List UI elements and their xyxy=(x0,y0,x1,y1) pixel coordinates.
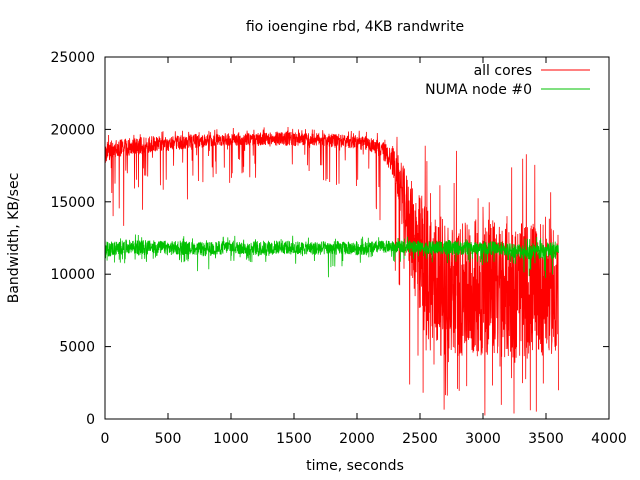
x-axis-label: time, seconds xyxy=(306,458,404,474)
ticks-layer: 0 500 1000 1500 2000 2500 3000 3500 4000 0 5000 100… xyxy=(50,50,626,447)
y-tick-label: 20000 xyxy=(50,122,95,138)
legend-label-numa-node: NUMA node #0 xyxy=(425,82,532,98)
y-tick-label: 5000 xyxy=(59,340,95,356)
y-tick-label: 0 xyxy=(86,412,95,428)
legend: all cores NUMA node #0 xyxy=(425,63,590,98)
x-tick-label: 3000 xyxy=(465,431,501,447)
series-line-numa-node-0 xyxy=(104,234,559,278)
series-line-all-cores xyxy=(104,126,559,416)
y-tick-label: 25000 xyxy=(50,50,95,66)
plot-frame xyxy=(104,56,610,420)
chart-title: fio ioengine rbd, 4KB randwrite xyxy=(246,19,464,35)
y-tick-label: 10000 xyxy=(50,267,95,283)
x-tick-label: 1000 xyxy=(213,431,249,447)
x-tick-label: 3500 xyxy=(528,431,564,447)
x-tick-label: 4000 xyxy=(591,431,627,447)
x-tick-label: 2000 xyxy=(339,431,375,447)
x-tick-label: 0 xyxy=(101,431,110,447)
y-tick-label: 15000 xyxy=(50,195,95,211)
x-tick-label: 500 xyxy=(155,431,182,447)
legend-label-all-cores: all cores xyxy=(474,63,532,79)
x-tick-label: 1500 xyxy=(276,431,312,447)
x-tick-label: 2500 xyxy=(402,431,438,447)
y-axis-label: Bandwidth, KB/sec xyxy=(6,173,22,304)
series-layer xyxy=(104,126,559,416)
